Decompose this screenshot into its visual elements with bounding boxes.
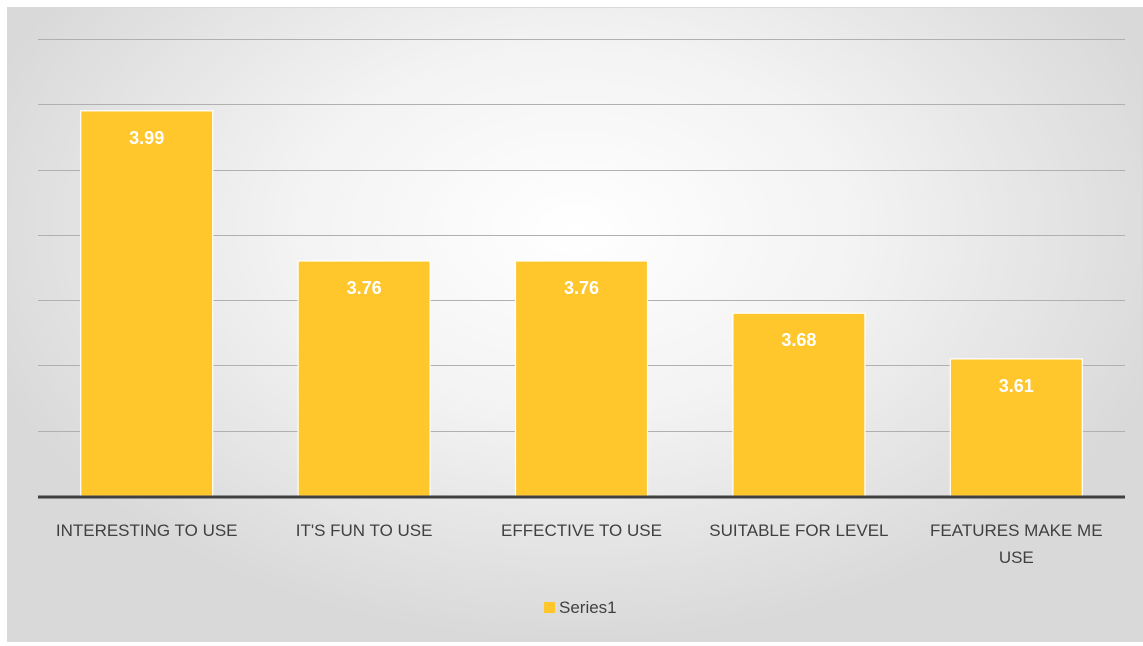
category-label: EFFECTIVE TO USE xyxy=(501,521,662,540)
category-label: FEATURES MAKE ME xyxy=(930,521,1103,540)
category-label: USE xyxy=(999,548,1034,567)
data-label: 3.76 xyxy=(564,278,599,298)
category-label: INTERESTING TO USE xyxy=(56,521,238,540)
bar xyxy=(80,110,214,497)
data-label: 3.68 xyxy=(781,330,816,350)
bar xyxy=(297,260,431,497)
bar xyxy=(732,312,866,497)
data-label: 3.99 xyxy=(129,128,164,148)
data-label: 3.61 xyxy=(999,376,1034,396)
data-label: 3.76 xyxy=(347,278,382,298)
category-label: IT'S FUN TO USE xyxy=(296,521,433,540)
legend-label: Series1 xyxy=(559,598,617,617)
category-label: SUITABLE FOR LEVEL xyxy=(709,521,888,540)
bar xyxy=(949,358,1083,497)
legend-swatch xyxy=(544,602,555,613)
bar xyxy=(514,260,649,497)
